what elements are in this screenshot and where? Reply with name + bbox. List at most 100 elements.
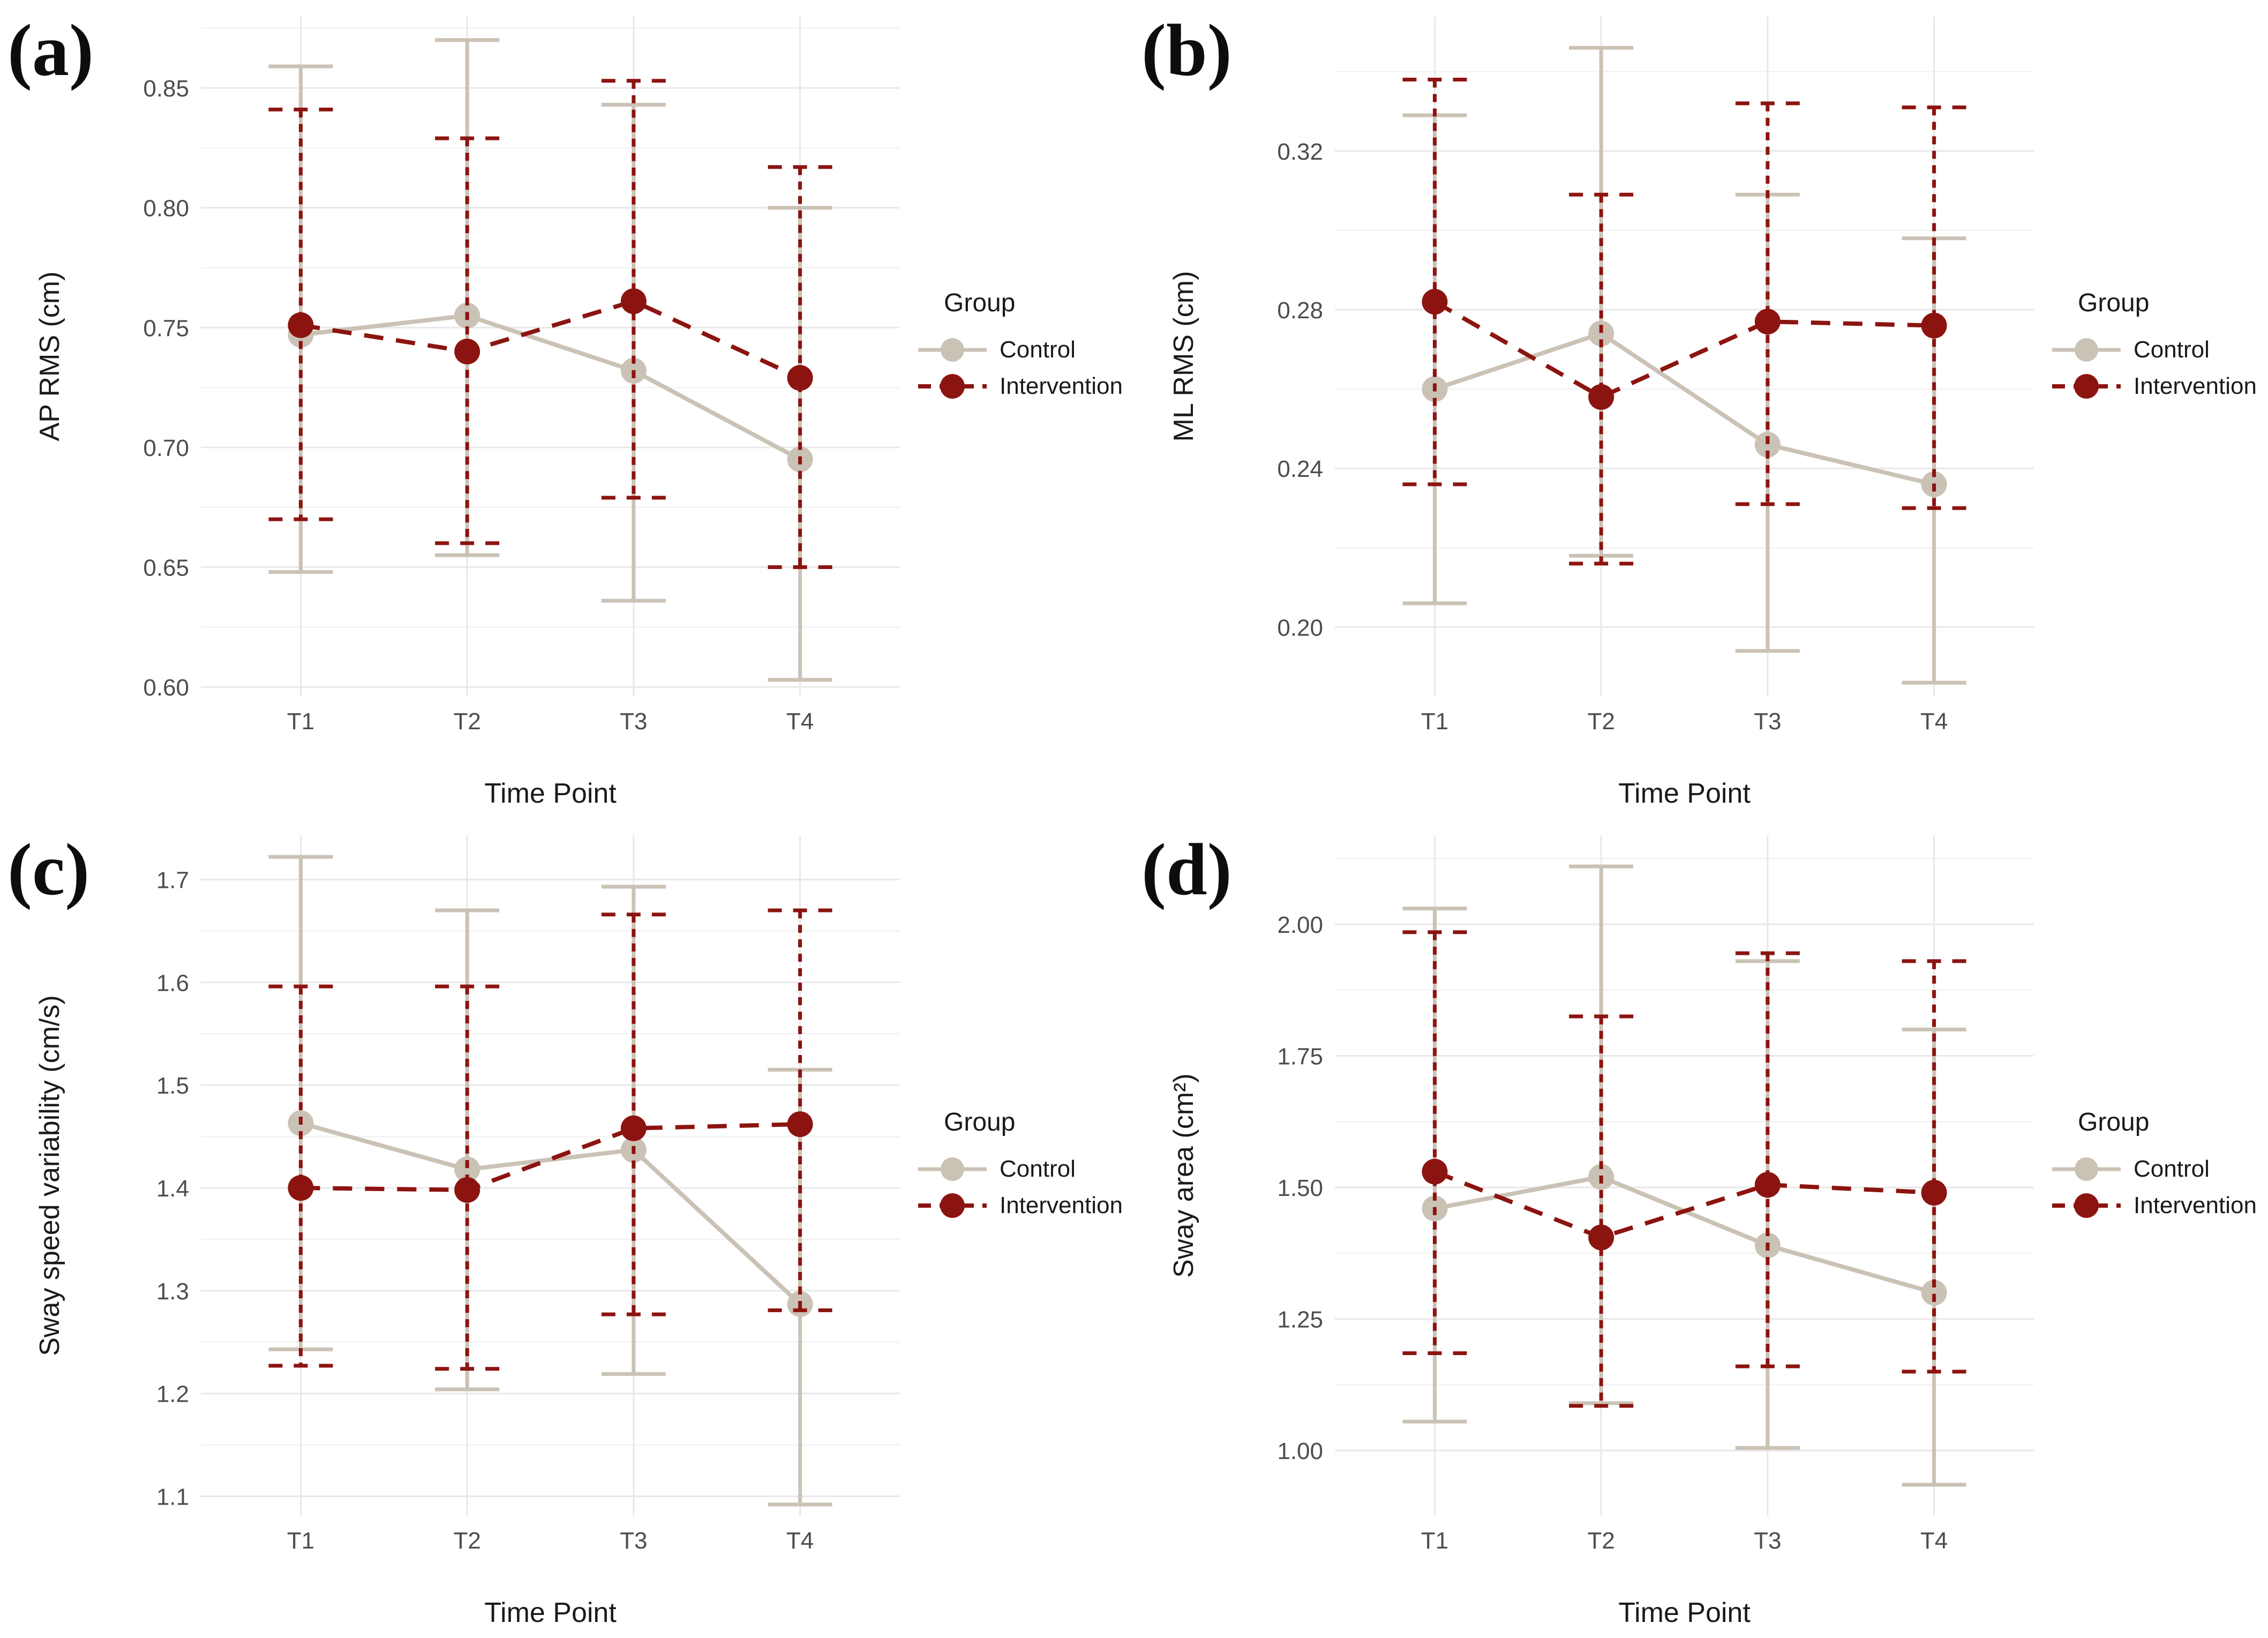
legend-title: Group <box>944 1108 1016 1136</box>
y-axis-title: ML RMS (cm) <box>1168 271 1199 442</box>
x-tick-label: T4 <box>786 708 814 735</box>
y-tick-label: 0.80 <box>143 196 189 222</box>
x-tick-labels: T1 T2 T3 T4 <box>1421 708 1948 735</box>
x-tick-label: T2 <box>1587 708 1614 735</box>
series-control <box>268 855 832 1507</box>
control-line-dot-icon <box>2052 1157 2121 1181</box>
legend-label-intervention: Intervention <box>1000 1192 1123 1218</box>
data-point <box>1422 1158 1448 1185</box>
y-tick-label: 1.50 <box>1277 1175 1323 1201</box>
series-line <box>1433 300 1934 400</box>
series-line <box>1434 1175 1935 1295</box>
x-axis-title: Time Point <box>1618 1597 1751 1628</box>
y-tick-label: 0.60 <box>143 675 189 701</box>
panel-b-label: (b) <box>1141 9 1232 91</box>
series-intervention <box>268 79 832 570</box>
series-line <box>301 1122 800 1192</box>
series-line <box>300 1121 802 1306</box>
data-point <box>288 1175 314 1201</box>
legend-item-control: Control <box>917 336 1131 364</box>
legend-item-control: Control <box>917 1155 1131 1183</box>
control-line-dot-icon <box>918 338 987 362</box>
x-axis-title: Time Point <box>484 1597 617 1628</box>
x-tick-label: T2 <box>1587 1528 1614 1554</box>
legend-label-control: Control <box>2134 1156 2210 1182</box>
legend-label-control: Control <box>2134 336 2210 363</box>
panel-a-label: (a) <box>7 9 94 91</box>
x-tick-labels: T1 T2 T3 T4 <box>287 1528 814 1554</box>
panel-b-chart: 0.20 0.24 0.28 0.32 T1 T2 T3 T4 Time Point ML RMS… <box>1168 16 2034 809</box>
series-intervention <box>268 908 832 1371</box>
legend-label-intervention: Intervention <box>1000 373 1123 399</box>
y-tick-label: 0.32 <box>1277 139 1323 165</box>
data-point <box>454 1177 480 1203</box>
panel-b-legend: Group Control Intervention <box>2051 288 2265 409</box>
y-tick-label: 0.24 <box>1277 456 1323 482</box>
x-tick-label: T1 <box>1421 1528 1448 1554</box>
series-line <box>1434 331 1935 487</box>
panel-d-label: (d) <box>1141 828 1232 910</box>
y-tick-label: 1.75 <box>1277 1044 1323 1070</box>
y-tick-label: 0.85 <box>143 76 189 102</box>
data-point <box>787 1111 813 1138</box>
legend-item-intervention: Intervention <box>2051 1192 2265 1220</box>
y-tick-label: 1.25 <box>1277 1307 1323 1333</box>
x-tick-label: T3 <box>620 708 647 735</box>
panel-c: (c) 1.1 1.2 1.3 1.4 1.5 1.6 1.7 T1 T2 T3 T4 Time Po… <box>0 819 1134 1638</box>
x-tick-labels: T1 T2 T3 T4 <box>287 708 814 735</box>
x-tick-label: T1 <box>1421 708 1448 735</box>
panel-c-legend: Group Control Intervention <box>917 1108 1131 1228</box>
data-point <box>1754 1172 1781 1198</box>
legend-title: Group <box>2078 1108 2150 1136</box>
panel-a-chart: 0.60 0.65 0.70 0.75 0.80 0.85 T1 T2 T3 T4 Time Poi… <box>34 16 900 809</box>
y-tick-label: 1.5 <box>156 1073 189 1099</box>
intervention-dashed-line-dot-icon <box>918 374 987 399</box>
x-tick-label: T3 <box>1754 708 1781 735</box>
x-tick-label: T1 <box>287 708 314 735</box>
series-control <box>268 38 832 682</box>
x-tick-label: T4 <box>786 1528 814 1554</box>
series-line <box>300 313 801 461</box>
x-tick-labels: T1 T2 T3 T4 <box>1421 1528 1948 1554</box>
y-tick-label: 0.65 <box>143 555 189 581</box>
series-control <box>1402 864 1966 1487</box>
legend-title: Group <box>2078 289 2150 317</box>
y-tick-label: 0.75 <box>143 315 189 341</box>
data-point <box>1422 289 1448 315</box>
gridlines <box>201 835 900 1516</box>
x-tick-label: T4 <box>1920 708 1948 735</box>
legend-item-control: Control <box>2051 1155 2265 1183</box>
panel-d-legend: Group Control Intervention <box>2051 1108 2265 1228</box>
series-control <box>1402 46 1966 685</box>
series-line <box>300 298 801 380</box>
legend-item-intervention: Intervention <box>2051 372 2265 400</box>
data-point <box>620 288 647 315</box>
y-tick-label: 1.3 <box>156 1278 189 1305</box>
x-tick-label: T2 <box>453 1528 480 1554</box>
y-tick-label: 1.7 <box>156 867 189 893</box>
series-line <box>1433 1169 1934 1240</box>
y-tick-label: 1.00 <box>1277 1438 1323 1464</box>
panel-a: (a) 0.60 0.65 0.70 0.75 0.80 0.85 T1 T2 T3 T4 Time… <box>0 0 1134 819</box>
y-tick-labels: 0.60 0.65 0.70 0.75 0.80 0.85 <box>143 76 189 701</box>
y-tick-label: 0.28 <box>1277 297 1323 324</box>
y-tick-label: 0.70 <box>143 435 189 461</box>
y-tick-label: 1.6 <box>156 970 189 996</box>
data-point <box>288 312 314 338</box>
legend-item-control: Control <box>2051 336 2265 364</box>
data-point <box>1921 1179 1947 1206</box>
intervention-dashed-line-dot-icon <box>918 1193 987 1218</box>
control-line-dot-icon <box>918 1157 987 1181</box>
y-tick-labels: 0.20 0.24 0.28 0.32 <box>1277 139 1323 641</box>
y-tick-label: 0.20 <box>1277 615 1323 641</box>
data-point <box>1588 1224 1614 1251</box>
series-intervention <box>1402 930 1966 1408</box>
legend-label-intervention: Intervention <box>2134 373 2257 399</box>
legend-item-intervention: Intervention <box>917 1192 1131 1220</box>
legend-label-intervention: Intervention <box>2134 1192 2257 1218</box>
y-tick-labels: 1.00 1.25 1.50 1.75 2.00 <box>1277 912 1323 1464</box>
control-line-dot-icon <box>2052 338 2121 362</box>
data-point <box>1754 309 1781 335</box>
x-tick-label: T4 <box>1920 1528 1948 1554</box>
